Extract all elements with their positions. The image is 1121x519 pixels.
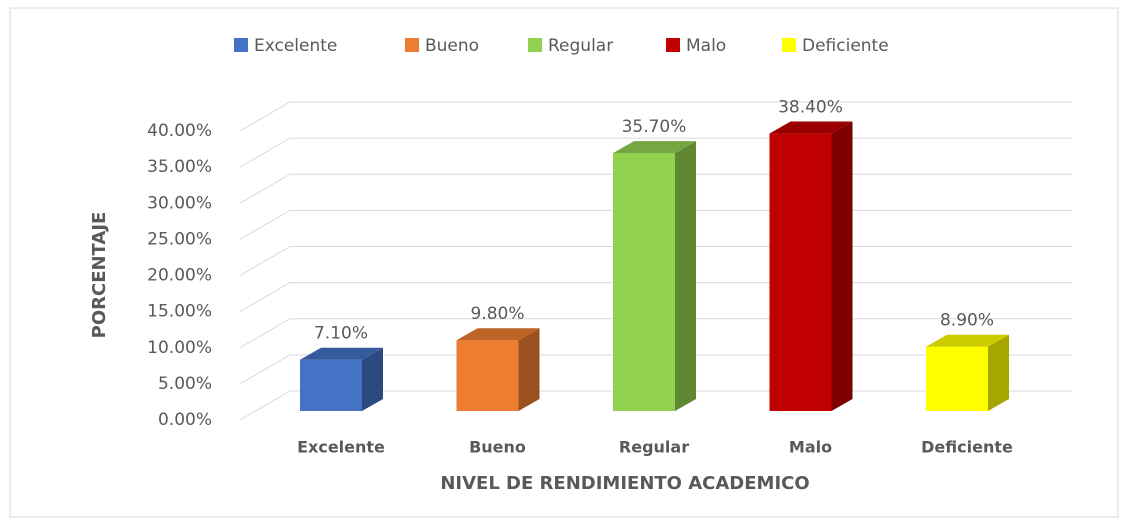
bar-front [926, 346, 988, 411]
bar-front [769, 133, 832, 411]
legend-swatch [234, 38, 248, 52]
y-tick-label: 0.00% [158, 410, 212, 430]
legend-label: Bueno [425, 36, 479, 56]
y-tick-label: 15.00% [147, 302, 212, 322]
legend-swatch [782, 38, 796, 52]
legend-label: Regular [548, 36, 613, 56]
bar-top [613, 141, 696, 154]
x-tick-label: Regular [619, 438, 689, 457]
y-tick-label: 35.00% [147, 157, 212, 177]
y-tick-label: 5.00% [158, 374, 212, 394]
x-tick-label: Malo [789, 438, 832, 457]
bar-side [518, 328, 540, 411]
bar-top [926, 334, 1009, 347]
data-label: 7.10% [314, 324, 368, 344]
data-label: 8.90% [940, 311, 994, 331]
bar-top [300, 347, 383, 360]
data-label: 9.80% [470, 304, 524, 324]
x-tick-label: Bueno [469, 438, 526, 457]
legend-label: Malo [686, 36, 726, 56]
y-axis-title: PORCENTAJE [89, 212, 110, 339]
y-tick-label: 10.00% [147, 338, 212, 358]
bar-top [769, 121, 853, 134]
legend-label: Deficiente [802, 36, 889, 56]
y-tick-label: 40.00% [147, 121, 212, 141]
legend-swatch [528, 38, 542, 52]
bar-side [362, 347, 383, 411]
x-axis-title: NIVEL DE RENDIMIENTO ACADEMICO [440, 473, 809, 494]
x-tick-label: Excelente [297, 438, 385, 457]
data-label: 35.70% [622, 117, 687, 137]
bar-side [988, 334, 1009, 411]
data-label: 38.40% [778, 98, 843, 118]
grid-line [239, 101, 1072, 132]
y-tick-label: 30.00% [147, 193, 212, 213]
legend-swatch [666, 38, 680, 52]
x-tick-label: Deficiente [921, 438, 1013, 457]
bar-front [613, 153, 675, 411]
bar-side [831, 121, 853, 411]
bar-front [456, 340, 519, 411]
bar-front [300, 359, 362, 411]
bar-top [456, 328, 540, 341]
y-tick-label: 20.00% [147, 266, 212, 286]
bar-side [675, 141, 696, 411]
legend-label: Excelente [254, 36, 337, 56]
y-tick-label: 25.00% [147, 229, 212, 249]
legend-swatch [405, 38, 419, 52]
chart-border [9, 7, 1119, 518]
